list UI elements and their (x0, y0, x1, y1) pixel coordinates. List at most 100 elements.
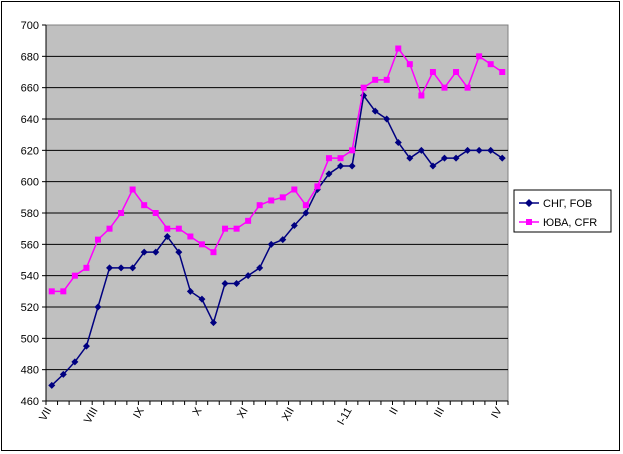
y-tick-label: 580 (21, 208, 39, 220)
data-point (83, 264, 90, 271)
data-point (337, 155, 344, 162)
y-tick-label: 520 (21, 302, 39, 314)
x-tick-label: XI (235, 406, 251, 421)
y-tick-label: 680 (21, 51, 39, 63)
data-point (140, 248, 148, 256)
data-point (314, 183, 321, 190)
y-tick-label: 620 (21, 145, 39, 157)
data-point (256, 202, 263, 209)
data-point (349, 147, 356, 154)
data-point (175, 225, 182, 232)
data-point (129, 264, 137, 272)
data-point (429, 162, 437, 170)
legend: СНГ, FOB ЮВА, CFR (513, 189, 612, 233)
data-point (360, 84, 367, 91)
data-point (71, 358, 79, 366)
data-point (325, 170, 333, 178)
data-point (418, 92, 425, 99)
data-point (141, 202, 148, 209)
data-point (487, 61, 494, 68)
series-line-2 (51, 46, 503, 293)
data-point (256, 264, 264, 272)
x-tick-label: I-11 (335, 406, 354, 428)
x-axis: VII VIII IX X XI XII I-11 II III IV (37, 400, 509, 428)
data-point (244, 272, 252, 280)
data-point (233, 280, 241, 287)
x-tick-label: XII (280, 406, 297, 424)
data-point (476, 53, 483, 60)
data-point (94, 236, 101, 243)
data-point (290, 222, 298, 230)
data-point (302, 202, 309, 209)
legend-entry-series-1: СНГ, FOB (519, 198, 592, 210)
data-point (383, 115, 391, 123)
data-point (198, 295, 206, 303)
data-point (60, 288, 67, 295)
x-tick-label: IX (131, 405, 147, 421)
data-point (291, 186, 298, 193)
y-tick-label: 640 (21, 114, 39, 126)
data-point (209, 319, 217, 327)
series-line-1 (51, 93, 503, 386)
data-point (268, 197, 275, 204)
data-point (417, 146, 425, 154)
y-tick-label: 700 (21, 20, 39, 32)
y-tick-label: 660 (21, 83, 39, 95)
data-point (129, 186, 136, 193)
data-point (267, 240, 275, 248)
data-point (337, 162, 345, 170)
data-point (441, 84, 448, 91)
data-point (429, 69, 436, 75)
data-point (152, 248, 160, 256)
data-point (325, 155, 332, 162)
data-point (198, 241, 205, 248)
data-point (59, 370, 67, 378)
data-point (464, 84, 471, 91)
x-tick-label: III (432, 406, 447, 420)
data-point (118, 210, 125, 216)
y-tick-label: 540 (21, 271, 39, 283)
x-tick-label: VIII (82, 406, 101, 426)
data-point (440, 154, 448, 162)
series-1 (48, 92, 506, 389)
data-point (498, 154, 506, 162)
data-point (233, 225, 240, 232)
data-point (222, 225, 229, 232)
data-point (117, 264, 125, 272)
data-point (187, 233, 194, 240)
y-tick-label: 460 (21, 396, 39, 408)
data-point (487, 146, 495, 154)
data-point (395, 45, 402, 52)
legend-label-series-2: ЮВА, CFR (543, 217, 597, 229)
data-point (152, 210, 159, 216)
legend-marker-series-1 (525, 199, 533, 207)
data-point (452, 154, 460, 162)
data-point (94, 303, 102, 311)
data-point (175, 248, 183, 256)
data-point (106, 264, 114, 272)
data-point (71, 272, 78, 279)
data-point (302, 209, 310, 217)
series-layer (48, 45, 506, 389)
data-point (210, 249, 217, 256)
data-point (48, 381, 56, 389)
data-point (163, 233, 171, 240)
data-point (464, 146, 472, 154)
data-point (371, 107, 379, 115)
y-tick-label: 500 (21, 333, 39, 345)
data-point (48, 288, 55, 295)
data-point (394, 139, 402, 146)
data-point (245, 217, 252, 224)
y-tick-label: 560 (21, 239, 39, 251)
data-point (406, 61, 413, 68)
x-tick-label: X (190, 405, 204, 418)
legend-entry-series-2: ЮВА, CFR (519, 217, 597, 229)
data-point (499, 69, 506, 75)
data-point (453, 69, 460, 75)
data-point (406, 154, 414, 162)
legend-marker-series-2 (526, 219, 532, 225)
data-point (106, 225, 113, 232)
legend-label-series-1: СНГ, FOB (543, 198, 592, 210)
data-point (186, 287, 194, 295)
